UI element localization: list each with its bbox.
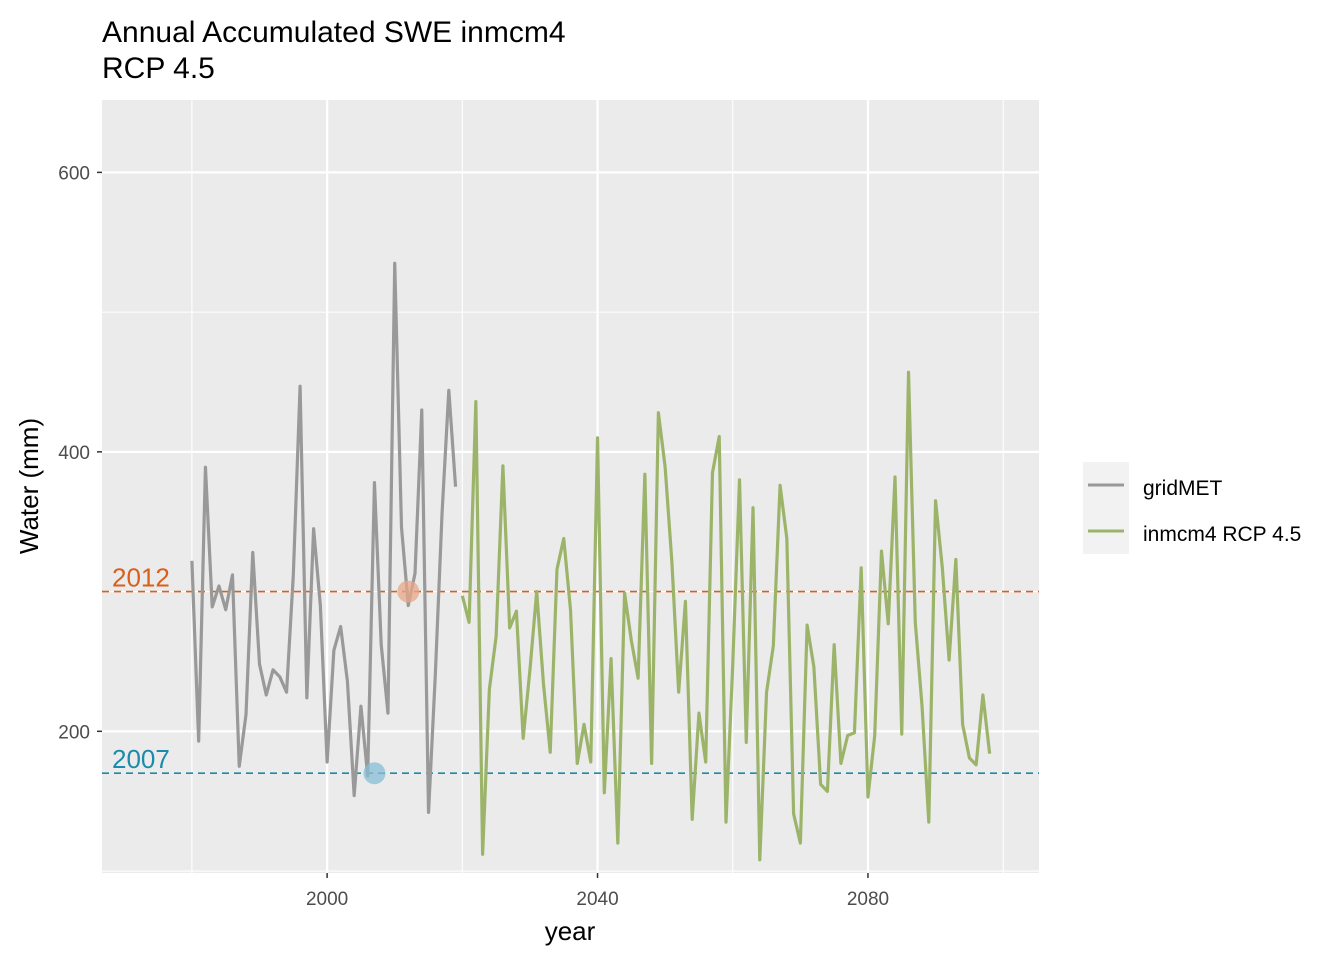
x-tick-label: 2080	[847, 889, 889, 910]
x-axis-label: year	[545, 916, 596, 946]
axes: 2000 2040 2080 200 400 600	[58, 163, 889, 910]
chart-title: Annual Accumulated SWE inmcm4	[102, 16, 566, 49]
series-line	[460, 370, 992, 862]
legend-label-inmcm4: inmcm4 RCP 4.5	[1143, 523, 1301, 546]
legend: gridMET inmcm4 RCP 4.5	[1083, 462, 1301, 554]
y-tick-label: 400	[58, 443, 90, 464]
reference-line-label: 2012	[112, 563, 170, 593]
x-tick-label: 2040	[576, 889, 618, 910]
chart-subtitle: RCP 4.5	[102, 52, 215, 85]
y-tick-label: 600	[58, 163, 90, 184]
y-tick-label: 200	[58, 722, 90, 743]
highlight-points	[363, 580, 420, 785]
plot-panel	[102, 100, 1039, 873]
reference-line-label: 2007	[112, 744, 170, 774]
reference-lines: 2012 2007	[102, 563, 1039, 774]
x-tick-label: 2000	[306, 889, 348, 910]
highlight-point	[397, 580, 420, 603]
y-axis-label: Water (mm)	[14, 418, 44, 554]
highlight-point	[363, 762, 386, 785]
legend-label-gridmet: gridMET	[1143, 477, 1223, 500]
